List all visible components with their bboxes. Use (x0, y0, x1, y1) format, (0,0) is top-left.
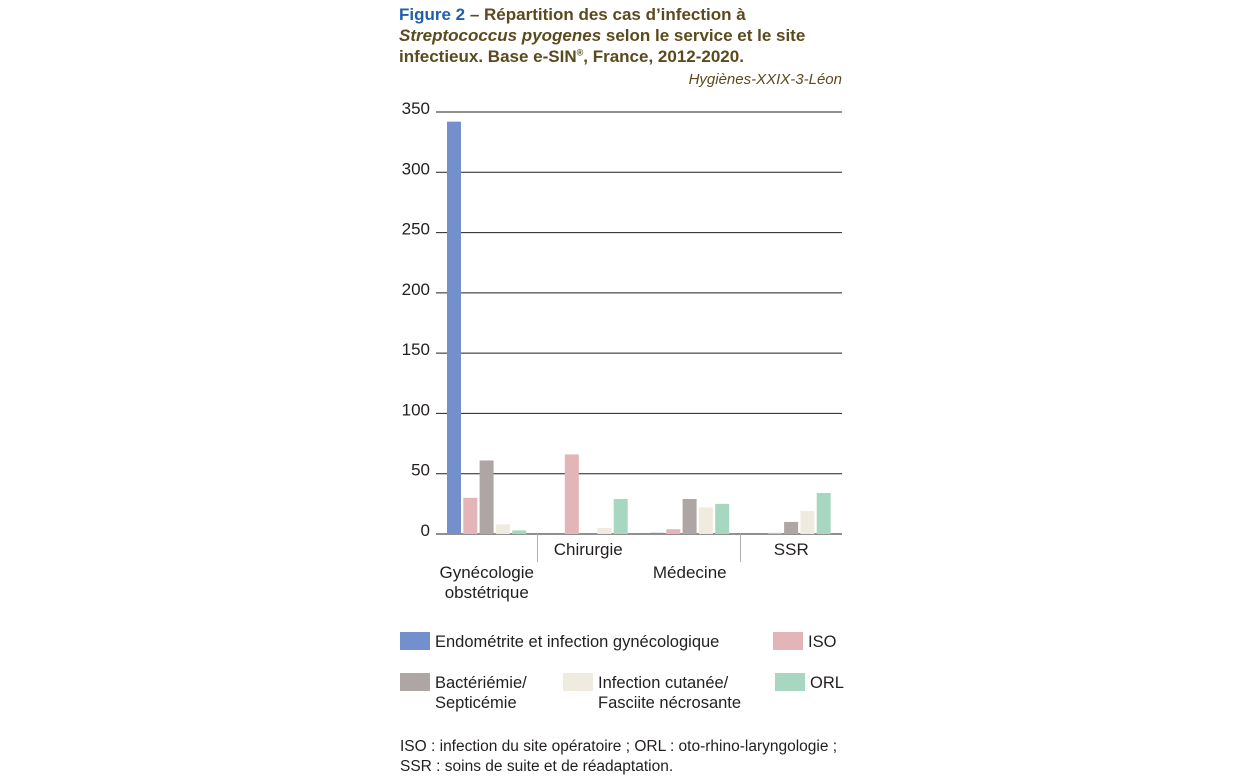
x-category-label: SSR (774, 540, 809, 559)
legend-swatch (400, 673, 430, 691)
bar (463, 497, 478, 534)
title-text-end: , France, 2012-2020. (583, 47, 744, 66)
bar (682, 499, 697, 534)
registered-mark: ® (576, 47, 584, 58)
y-tick-label: 200 (402, 280, 430, 299)
bar (613, 499, 628, 534)
y-tick-label: 250 (402, 220, 430, 239)
title-text-after: selon le service et le site infectieux. … (399, 26, 806, 66)
legend-label: Endométrite et infection gynécologique (435, 633, 720, 651)
y-tick-label: 50 (411, 461, 430, 480)
legend-label: ORL (810, 674, 844, 692)
bar (564, 454, 579, 534)
y-tick-label: 300 (402, 159, 430, 178)
legend-label: Infection cutanée/Fasciite nécrosante (598, 674, 742, 712)
bar (479, 460, 494, 534)
x-category-label: Médecine (653, 563, 727, 582)
source-credit: Hygiènes-XXIX-3-Léon (688, 71, 842, 88)
bar (784, 521, 799, 534)
bar (767, 532, 782, 534)
x-category-label: Chirurgie (554, 540, 623, 559)
legend-label: ISO (808, 633, 837, 651)
legend-swatch (563, 673, 593, 691)
y-tick-label: 0 (421, 521, 430, 540)
footnote-line-1: ISO : infection du site opératoire ; ORL… (400, 738, 838, 755)
title-species: Streptococcus pyogenes (399, 26, 602, 45)
bar (715, 503, 730, 534)
bar (816, 493, 831, 534)
y-tick-label: 350 (402, 99, 430, 118)
footnote-line-2: SSR : soins de suite et de réadaptation. (400, 758, 674, 775)
legend-swatch (773, 632, 803, 650)
legend-item-endometrite: Endométrite et infection gynécologique (400, 632, 719, 652)
bar (597, 527, 612, 534)
bar (512, 530, 527, 534)
bar (495, 524, 510, 534)
figure-label: Figure 2 (399, 5, 466, 24)
legend-label: Bactériémie/Septicémie (435, 674, 527, 712)
chart-title: Figure 2 – Répartition des cas d’infecti… (399, 4, 849, 67)
legend-item-orl: ORL (775, 673, 844, 693)
legend-swatch (775, 673, 805, 691)
title-text: – Répartition des cas d’infection à (465, 5, 746, 24)
bar (800, 511, 815, 534)
bar (650, 532, 664, 534)
footnote: ISO : infection du site opératoire ; ORL… (400, 737, 860, 777)
bar (698, 507, 713, 534)
legend-item-iso: ISO (773, 632, 836, 652)
legend-swatch (400, 632, 430, 650)
legend-item-bacteriemie: Bactériémie/Septicémie (400, 673, 527, 713)
x-category-label: obstétrique (445, 583, 529, 602)
y-tick-label: 150 (402, 340, 430, 359)
y-tick-label: 100 (402, 400, 430, 419)
legend-item-infection-cutanee: Infection cutanée/Fasciite nécrosante (563, 673, 741, 713)
x-category-label: Gynécologie (439, 563, 534, 582)
bar (666, 529, 681, 534)
bar (447, 121, 461, 534)
